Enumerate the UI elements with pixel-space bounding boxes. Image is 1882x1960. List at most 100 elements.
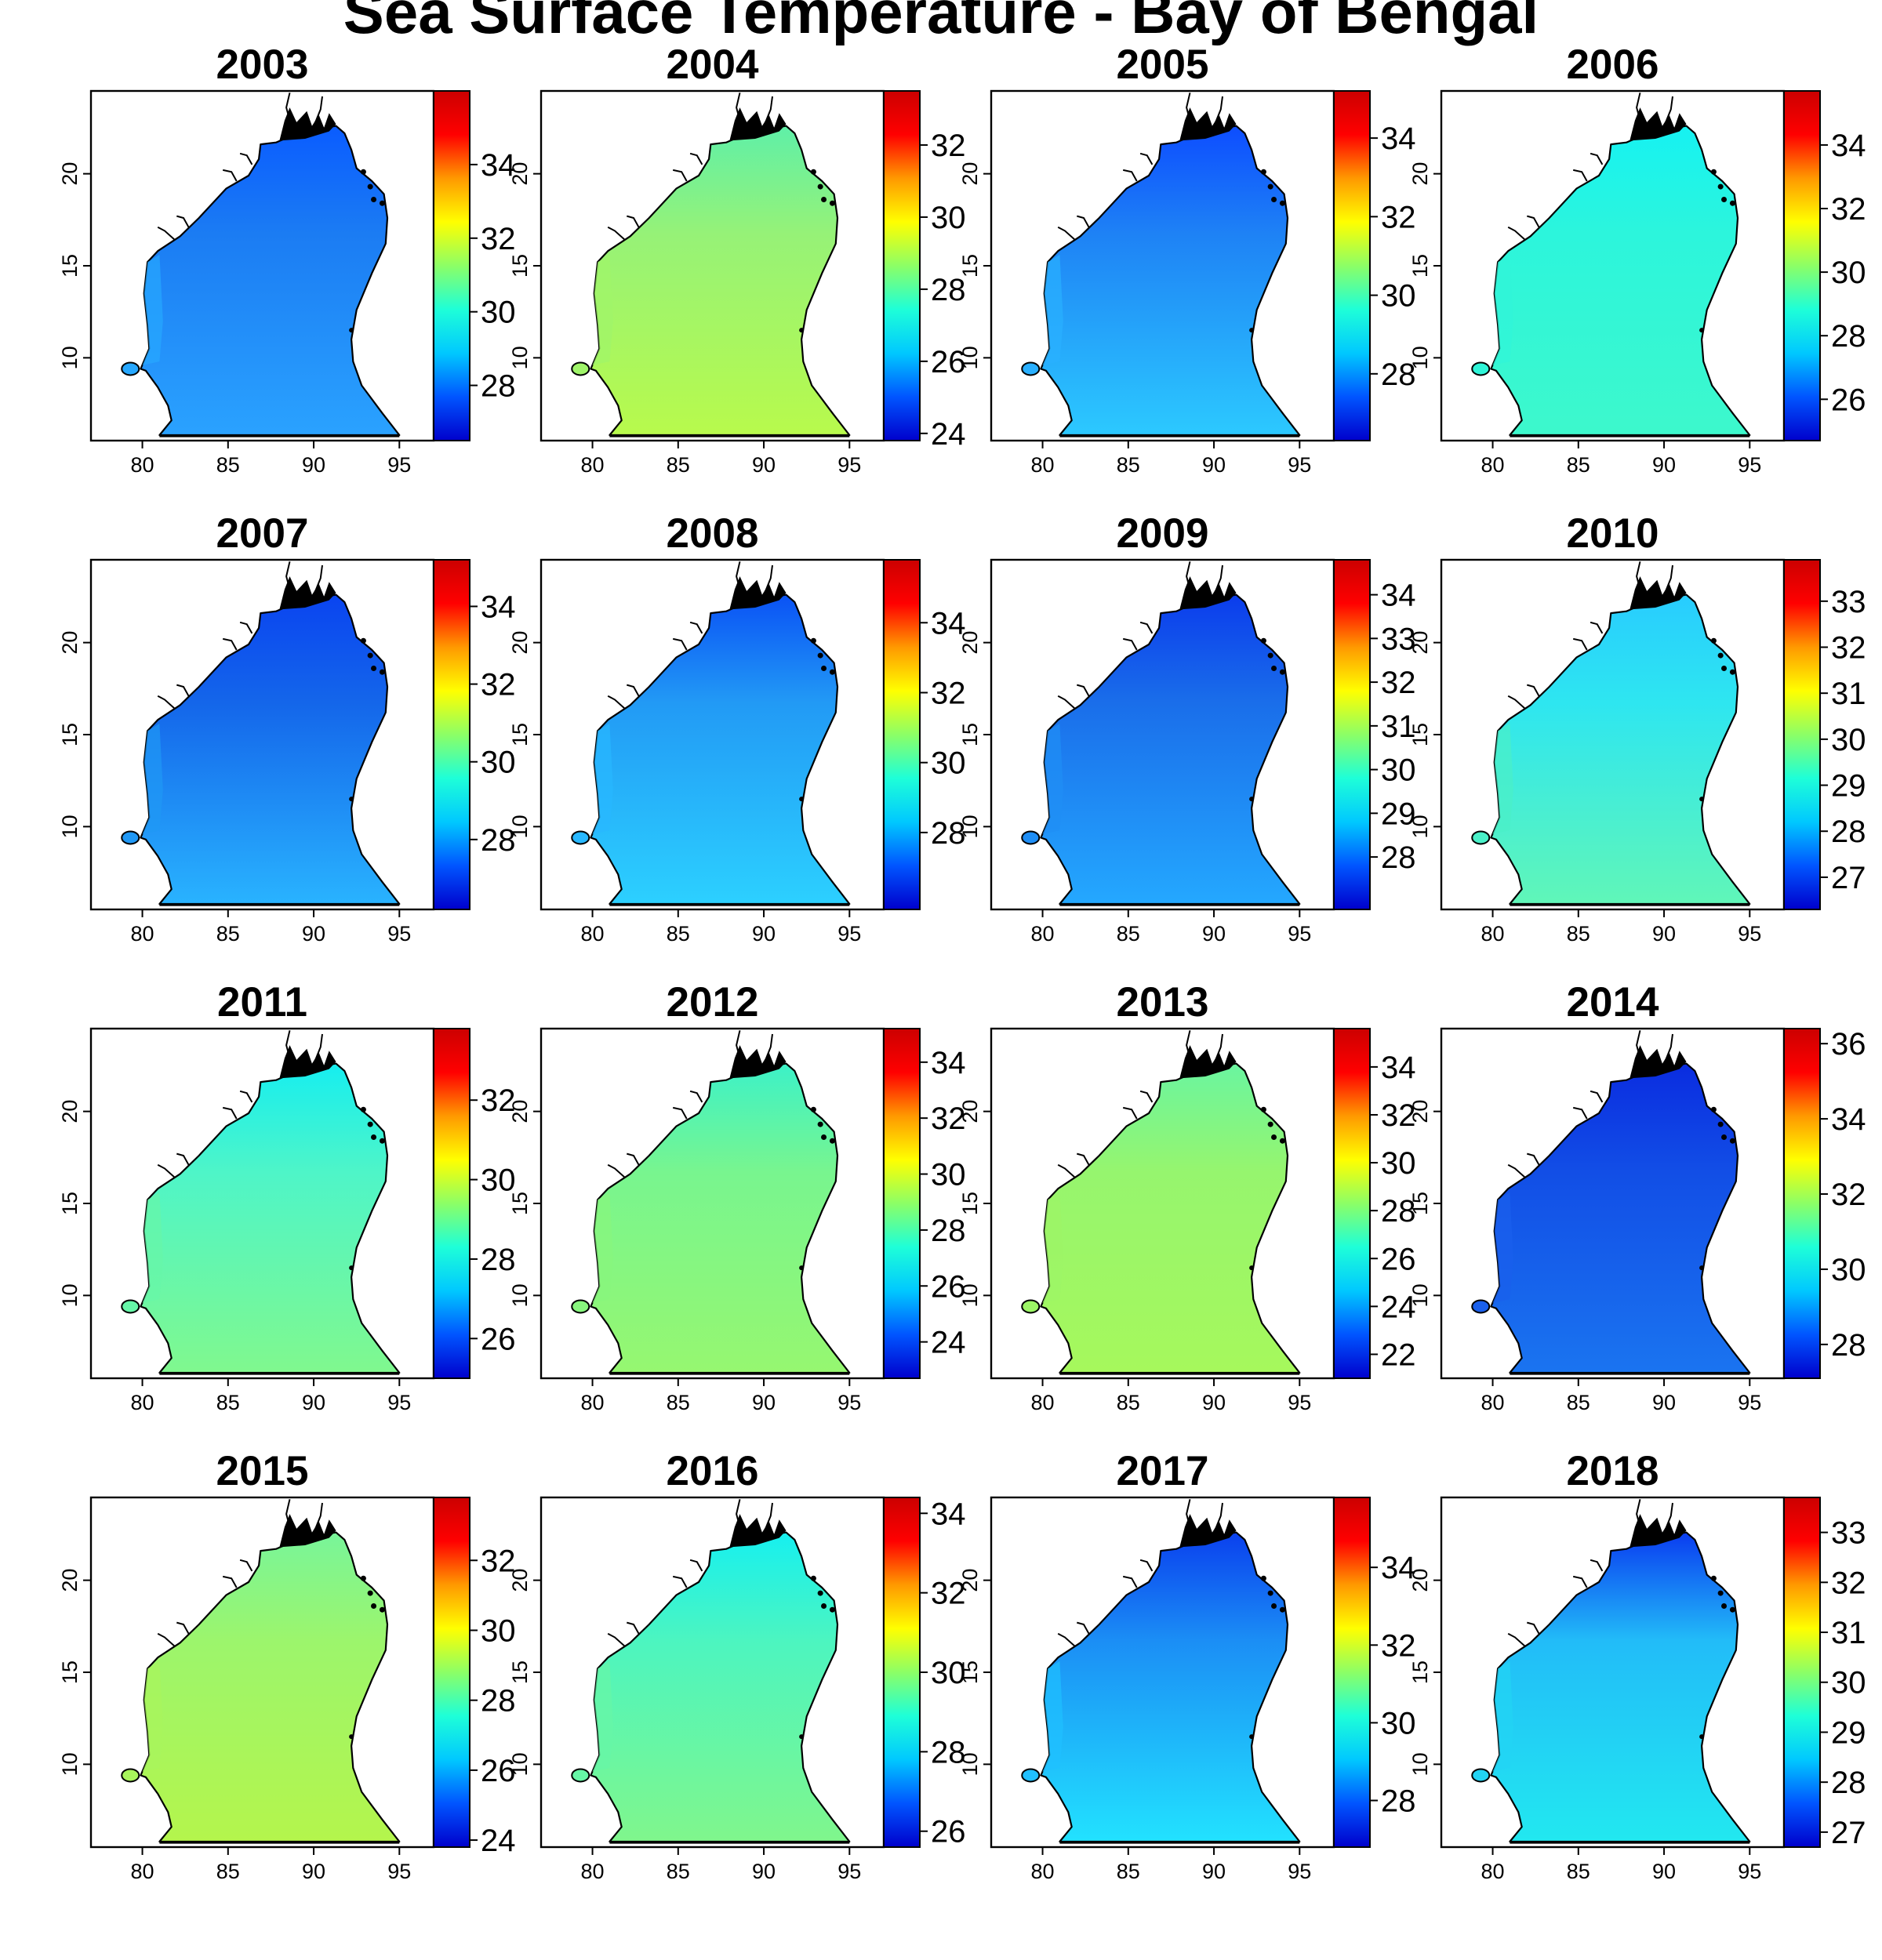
colorbar-tick-label: 31 bbox=[1831, 1616, 1866, 1650]
y-tick-label: 20 bbox=[1408, 1569, 1432, 1592]
island bbox=[360, 1575, 366, 1581]
palk-strait bbox=[1021, 830, 1041, 845]
x-tick-label: 95 bbox=[387, 1860, 411, 1883]
y-tick-label: 10 bbox=[958, 1283, 982, 1307]
ganges-delta bbox=[729, 1045, 787, 1079]
x-tick-label: 80 bbox=[1031, 1391, 1055, 1414]
river bbox=[736, 561, 741, 590]
island bbox=[1717, 183, 1724, 190]
y-tick-label: 10 bbox=[508, 346, 532, 369]
river bbox=[765, 1033, 773, 1061]
x-tick-label: 85 bbox=[1567, 453, 1590, 477]
colorbar-tick-label: 33 bbox=[1831, 585, 1866, 619]
river bbox=[1636, 93, 1641, 121]
river bbox=[1527, 215, 1540, 228]
coastal-sst bbox=[142, 1661, 163, 1772]
colorbar bbox=[433, 1497, 470, 1848]
x-tick-label: 95 bbox=[1738, 453, 1761, 477]
island bbox=[821, 196, 827, 202]
x-tick-label: 90 bbox=[302, 922, 325, 946]
x-tick-label: 90 bbox=[752, 1391, 776, 1414]
y-tick-label: 15 bbox=[1408, 1192, 1432, 1215]
ganges-delta bbox=[1629, 576, 1687, 610]
colorbar-tick-label: 34 bbox=[1381, 1051, 1416, 1085]
palk-strait bbox=[121, 1768, 140, 1783]
island bbox=[817, 652, 823, 659]
x-tick-label: 90 bbox=[1652, 453, 1676, 477]
colorbar-tick-label: 24 bbox=[931, 1326, 966, 1360]
ganges-delta bbox=[279, 1514, 336, 1548]
island bbox=[1271, 665, 1277, 671]
colorbar-tick-label: 32 bbox=[931, 1577, 966, 1611]
colorbar-tick-label: 32 bbox=[931, 676, 966, 710]
palk-strait bbox=[1021, 361, 1041, 376]
river bbox=[607, 1163, 626, 1178]
river bbox=[314, 96, 323, 123]
andaman-island bbox=[1699, 797, 1705, 802]
river bbox=[1665, 1033, 1673, 1061]
x-tick-label: 95 bbox=[1288, 922, 1311, 946]
palk-strait bbox=[1471, 361, 1491, 376]
river bbox=[239, 621, 253, 634]
river bbox=[157, 1632, 176, 1647]
river bbox=[1139, 621, 1154, 634]
palk-strait bbox=[1021, 1299, 1041, 1314]
river bbox=[1590, 1090, 1604, 1103]
y-tick-label: 15 bbox=[508, 1192, 532, 1215]
river bbox=[689, 621, 703, 634]
x-tick-label: 80 bbox=[1481, 1860, 1505, 1883]
colorbar-tick-label: 32 bbox=[1831, 192, 1866, 227]
panel-title: 2018 bbox=[1567, 1448, 1659, 1494]
island bbox=[1721, 196, 1728, 202]
colorbar-tick-label: 34 bbox=[1381, 122, 1416, 156]
colorbar-tick-label: 34 bbox=[931, 1046, 966, 1080]
island bbox=[1717, 652, 1724, 659]
island bbox=[1717, 1121, 1724, 1127]
x-tick-label: 95 bbox=[387, 1391, 411, 1414]
colorbar-tick-label: 29 bbox=[1831, 1715, 1866, 1750]
panel-grid: 2003 80 85 90 95 10 15 20 28 30 32 34 2004 80 85 90 95 10… bbox=[58, 42, 1866, 1883]
island bbox=[1729, 669, 1735, 675]
x-tick-label: 80 bbox=[1031, 453, 1055, 477]
x-tick-label: 80 bbox=[1031, 922, 1055, 946]
andaman-island bbox=[1249, 797, 1255, 802]
colorbar-tick-label: 32 bbox=[481, 1544, 516, 1578]
andaman-island bbox=[1249, 1265, 1255, 1271]
sst-field bbox=[590, 1531, 851, 1843]
x-tick-label: 80 bbox=[581, 922, 605, 946]
panel-2016: 2016 80 85 90 95 10 15 20 26 28 30 32 34 bbox=[508, 1448, 966, 1883]
colorbar bbox=[883, 90, 921, 441]
coastal-sst bbox=[142, 1192, 163, 1303]
colorbar bbox=[1783, 1028, 1821, 1379]
colorbar-tick-label: 28 bbox=[481, 823, 516, 858]
andaman-island bbox=[799, 1265, 805, 1271]
colorbar-tick-label: 30 bbox=[931, 1158, 966, 1192]
river bbox=[176, 1621, 190, 1635]
colorbar-tick-label: 30 bbox=[931, 1656, 966, 1690]
island bbox=[817, 183, 823, 190]
coastal-sst bbox=[1492, 254, 1513, 365]
x-tick-label: 90 bbox=[752, 453, 776, 477]
x-tick-label: 85 bbox=[216, 453, 240, 477]
ganges-delta bbox=[729, 1514, 787, 1548]
sst-field bbox=[1490, 125, 1751, 437]
panel-title: 2015 bbox=[216, 1448, 309, 1494]
colorbar bbox=[433, 90, 470, 441]
ganges-delta bbox=[279, 576, 336, 610]
y-tick-label: 15 bbox=[1408, 723, 1432, 746]
x-tick-label: 85 bbox=[1567, 1860, 1590, 1883]
y-tick-label: 10 bbox=[1408, 1752, 1432, 1776]
island bbox=[371, 1602, 377, 1609]
river bbox=[1572, 1106, 1588, 1120]
x-tick-label: 85 bbox=[1117, 1860, 1140, 1883]
coastal-sst bbox=[1492, 1192, 1513, 1303]
colorbar-tick-label: 24 bbox=[1381, 1290, 1416, 1324]
x-tick-label: 90 bbox=[752, 1860, 776, 1883]
colorbar-tick-label: 30 bbox=[1831, 1253, 1866, 1287]
river bbox=[1215, 564, 1223, 592]
river bbox=[285, 561, 291, 590]
river bbox=[736, 1030, 741, 1058]
colorbar-tick-label: 22 bbox=[1381, 1338, 1416, 1372]
y-tick-label: 10 bbox=[958, 1752, 982, 1776]
colorbar-tick-label: 32 bbox=[1831, 1178, 1866, 1212]
